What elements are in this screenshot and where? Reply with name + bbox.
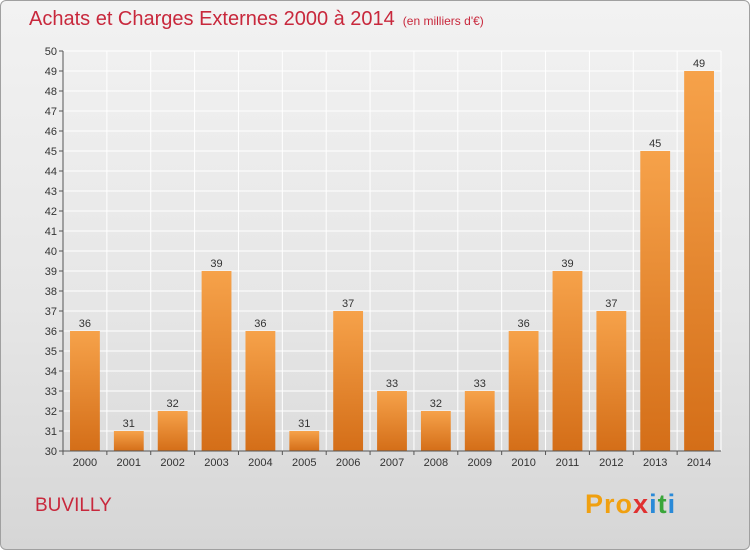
logo-letter: i [667,489,677,519]
bar-2000 [70,331,100,451]
data-label: 33 [386,378,398,390]
y-tick-label: 48 [45,86,57,98]
x-tick-label: 2006 [336,457,360,469]
y-tick-label: 30 [45,446,57,458]
bar-2009 [464,391,495,451]
data-label: 36 [517,318,529,330]
y-tick-label: 47 [45,106,57,118]
proxiti-logo: Proxiti [585,489,676,520]
x-tick-label: 2008 [424,457,448,469]
data-label: 33 [474,378,486,390]
chart-title: Achats et Charges Externes 2000 à 2014 [29,8,395,30]
y-tick-label: 49 [45,66,57,78]
bar-2013 [640,151,671,451]
bars: 36 31 32 39 36 31 37 33 32 33 36 39 37 45 49 [70,58,714,451]
bar-2003 [201,271,232,451]
location-name: BUVILLY [35,495,112,516]
data-label: 39 [561,258,573,270]
y-tick-label: 42 [45,206,57,218]
logo-letter: i [649,489,658,519]
logo-letter: P [585,489,605,519]
chart-title-block: Achats et Charges Externes 2000 à 2014 (e… [29,8,484,31]
y-tick-label: 32 [45,406,57,418]
bar-2004 [245,331,276,451]
chart-subtitle: (en milliers d'€) [402,14,484,28]
x-tick-label: 2004 [248,457,272,469]
x-tick-label: 2010 [511,457,535,469]
data-label: 37 [605,298,617,310]
bar-2010 [508,331,539,451]
y-tick-label: 43 [45,186,57,198]
bar-2001 [113,431,144,451]
y-tick-label: 33 [45,386,57,398]
x-tick-label: 2001 [117,457,141,469]
data-label: 36 [79,318,91,330]
x-tick-label: 2012 [599,457,623,469]
y-tick-label: 39 [45,266,57,278]
x-tick-label: 2005 [292,457,316,469]
y-tick-label: 46 [45,126,57,138]
y-tick-label: 35 [45,346,57,358]
axes: 30 31 32 33 34 35 36 37 38 39 40 41 42 43 44 45 46 47 48 49… [45,46,721,469]
data-label: 31 [298,418,310,430]
y-tick-label: 37 [45,306,57,318]
bar-2006 [333,311,364,451]
logo-letter: r [604,489,616,519]
x-tick-label: 2011 [556,457,580,469]
y-tick-label: 31 [45,426,57,438]
y-tick-label: 40 [45,246,57,258]
bar-2012 [596,311,627,451]
data-label: 45 [649,138,661,150]
x-tick-label: 2003 [204,457,228,469]
x-tick-label: 2002 [160,457,184,469]
data-label: 32 [430,398,442,410]
data-label: 36 [254,318,266,330]
bar-2007 [377,391,407,451]
y-tick-label: 50 [45,46,57,58]
x-tick-label: 2007 [380,457,404,469]
y-tick-label: 44 [45,166,57,178]
bar-2002 [157,411,188,451]
y-tick-label: 38 [45,286,57,298]
logo-letter: t [657,489,668,519]
logo-letter: o [615,489,634,519]
bar-2011 [552,271,583,451]
data-label: 31 [123,418,135,430]
y-tick-label: 34 [45,366,57,378]
data-label: 39 [210,258,222,270]
y-tick-label: 41 [45,226,57,238]
x-tick-label: 2009 [467,457,491,469]
x-tick-label: 2000 [73,457,97,469]
y-tick-label: 36 [45,326,57,338]
x-tick-label: 2014 [687,457,711,469]
data-label: 32 [167,398,179,410]
logo-letter: x [633,489,650,519]
bar-2005 [289,431,320,451]
x-tick-label: 2013 [643,457,667,469]
bar-2008 [420,411,451,451]
data-label: 49 [693,58,705,70]
y-tick-label: 45 [45,146,57,158]
bar-2014 [684,71,714,451]
data-label: 37 [342,298,354,310]
